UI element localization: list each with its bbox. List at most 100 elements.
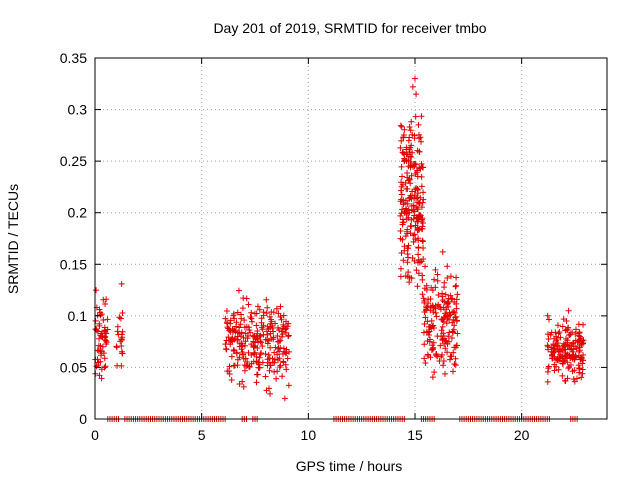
data-point — [259, 359, 266, 366]
data-point — [280, 358, 287, 365]
data-point — [242, 355, 249, 362]
data-point — [413, 91, 420, 98]
data-point — [418, 160, 425, 167]
data-point — [416, 148, 423, 155]
data-point — [251, 310, 258, 317]
data-point — [405, 137, 412, 144]
data-point — [452, 283, 459, 290]
data-point — [225, 367, 232, 374]
data-point — [580, 321, 587, 328]
data-point — [450, 329, 457, 336]
data-point — [263, 387, 270, 394]
data-point — [254, 303, 261, 310]
data-point — [103, 337, 110, 344]
data-point — [245, 301, 252, 308]
data-point — [403, 216, 410, 223]
data-point — [95, 342, 102, 349]
data-point — [544, 331, 551, 338]
data-point — [223, 345, 230, 352]
data-point — [95, 359, 102, 366]
data-point — [544, 312, 551, 319]
data-point — [266, 355, 273, 362]
data-point — [408, 118, 415, 125]
data-point — [406, 175, 413, 182]
data-point — [234, 309, 241, 316]
data-point — [569, 355, 576, 362]
data-point — [415, 235, 422, 242]
data-point — [286, 348, 293, 355]
data-point — [432, 266, 439, 273]
data-point — [237, 321, 244, 328]
data-point — [271, 359, 278, 366]
data-point — [271, 349, 278, 356]
data-point — [422, 360, 429, 367]
data-point — [453, 342, 460, 349]
data-point — [282, 326, 289, 333]
data-point — [422, 314, 429, 321]
data-point — [448, 334, 455, 341]
data-point — [414, 218, 421, 225]
data-point — [283, 366, 290, 373]
data-point — [421, 320, 428, 327]
data-point — [244, 362, 251, 369]
data-point — [412, 113, 419, 120]
data-point — [425, 332, 432, 339]
data-point — [567, 361, 574, 368]
data-point — [226, 370, 233, 377]
data-point — [430, 304, 437, 311]
data-point — [417, 212, 424, 219]
data-point — [116, 314, 123, 321]
data-point — [544, 378, 551, 385]
data-point — [559, 360, 566, 367]
data-point — [411, 257, 418, 264]
data-point — [418, 138, 425, 145]
x-axis-label: GPS time / hours — [296, 458, 403, 474]
data-point — [437, 342, 444, 349]
data-point — [253, 371, 260, 378]
data-point — [544, 342, 551, 349]
data-point — [561, 357, 568, 364]
data-point — [424, 318, 431, 325]
y-tick-label: 0.1 — [68, 308, 88, 324]
data-point — [254, 335, 261, 342]
data-point — [449, 368, 456, 375]
data-point — [429, 342, 436, 349]
axis-ticks: 0 0.05 0.1 0.15 0.2 0.25 0.3 0.35 0 5 10 15 20 — [60, 50, 607, 443]
plot-frame — [94, 57, 608, 420]
data-point — [442, 345, 449, 352]
data-point — [277, 303, 284, 310]
data-point — [420, 295, 427, 302]
data-point — [256, 354, 263, 361]
data-point — [283, 318, 290, 325]
data-point — [225, 334, 232, 341]
data-point — [573, 375, 580, 382]
x-tick-label: 10 — [301, 427, 317, 443]
data-point — [420, 244, 427, 251]
data-point — [229, 329, 236, 336]
data-point — [576, 365, 583, 372]
data-point — [414, 283, 421, 290]
data-point — [551, 346, 558, 353]
data-point — [245, 324, 252, 331]
data-point — [115, 331, 122, 338]
data-point — [410, 215, 417, 222]
data-point — [440, 362, 447, 369]
data-point — [247, 314, 254, 321]
data-point — [444, 263, 451, 270]
data-point — [415, 251, 422, 258]
data-point — [271, 368, 278, 375]
data-point — [234, 333, 241, 340]
data-point — [269, 322, 276, 329]
data-point — [397, 187, 404, 194]
data-point — [101, 355, 108, 362]
data-point — [255, 364, 262, 371]
data-point — [414, 206, 421, 213]
data-point — [408, 275, 415, 282]
data-point — [409, 188, 416, 195]
data-point — [565, 365, 572, 372]
data-point — [452, 355, 459, 362]
data-point — [277, 362, 284, 369]
data-point — [250, 358, 257, 365]
x-tick-label: 20 — [514, 427, 530, 443]
